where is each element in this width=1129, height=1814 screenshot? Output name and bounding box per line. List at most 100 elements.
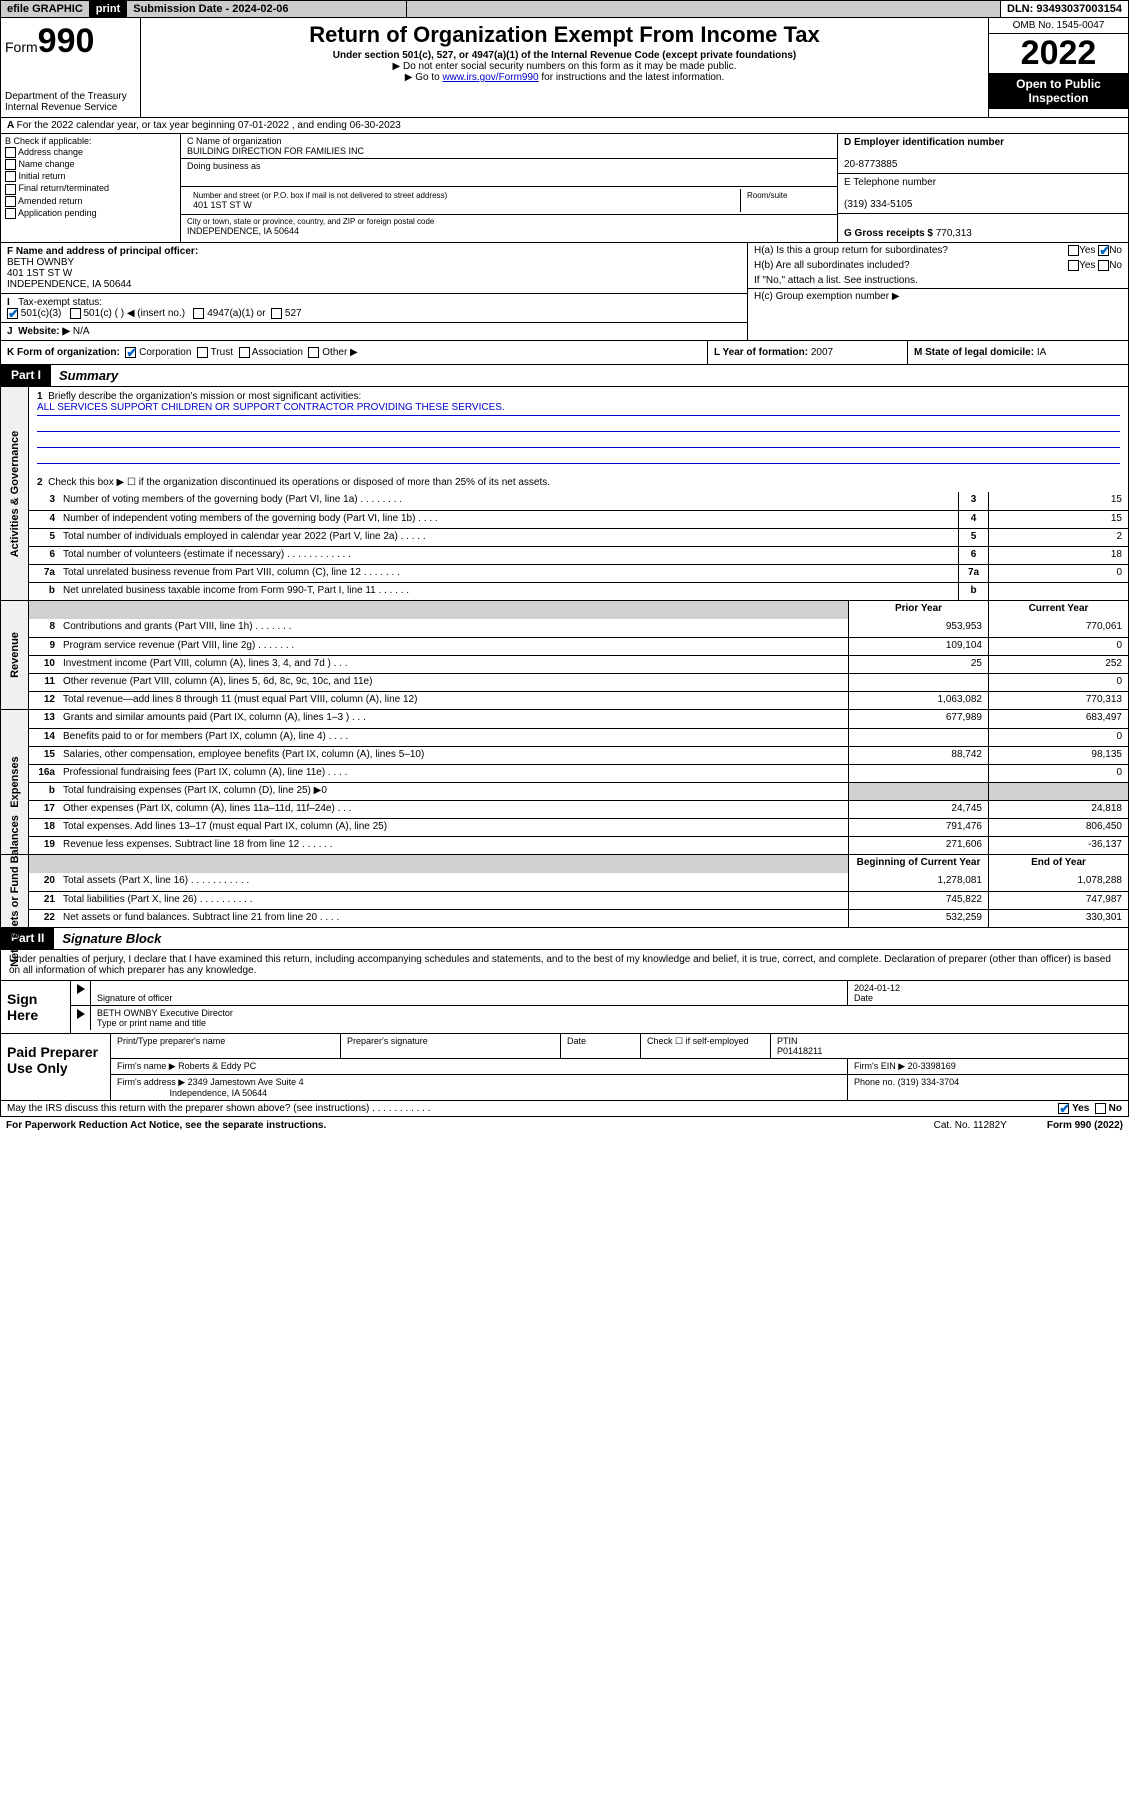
tax-year: 2022 — [989, 34, 1128, 73]
firm-phone-value: (319) 334-3704 — [898, 1077, 960, 1087]
preparer-fields: Print/Type preparer's name Preparer's si… — [111, 1034, 1128, 1100]
mission-blank1 — [37, 418, 1120, 432]
summary-line: 15Salaries, other compensation, employee… — [29, 746, 1128, 764]
summary-line: 20Total assets (Part X, line 16) . . . .… — [29, 873, 1128, 891]
rev-body: Prior Year Current Year 8Contributions a… — [29, 601, 1128, 709]
part1-expenses: Expenses 13Grants and similar amounts pa… — [0, 710, 1129, 855]
row-a-tax-year: A For the 2022 calendar year, or tax yea… — [0, 118, 1129, 134]
summary-line: 22Net assets or fund balances. Subtract … — [29, 909, 1128, 927]
rev-header-row: Prior Year Current Year — [29, 601, 1128, 619]
summary-line: bTotal fundraising expenses (Part IX, co… — [29, 782, 1128, 800]
h-b-row: H(b) Are all subordinates included? Yes … — [748, 258, 1128, 273]
h-c-row: H(c) Group exemption number ▶ — [748, 289, 1128, 304]
sig-date-value: 2024-01-12 — [854, 983, 900, 993]
form-title: Return of Organization Exempt From Incom… — [149, 22, 980, 48]
firm-addr1: 2349 Jamestown Ave Suite 4 — [188, 1077, 304, 1087]
ein-value: 20-8773885 — [844, 159, 897, 170]
paid-preparer-label: Paid Preparer Use Only — [1, 1034, 111, 1100]
gross-value: 770,313 — [936, 228, 972, 239]
org-name-label: C Name of organization — [187, 136, 831, 146]
cb-initial-return[interactable]: Initial return — [5, 171, 176, 182]
ein-label: D Employer identification number — [844, 137, 1004, 148]
footer-form: Form 990 (2022) — [1047, 1120, 1123, 1131]
col-prior-year: Prior Year — [848, 601, 988, 619]
cb-527[interactable] — [271, 308, 282, 319]
form990-link[interactable]: www.irs.gov/Form990 — [442, 72, 538, 83]
cb-hb-no[interactable] — [1098, 260, 1109, 271]
fij-left: F Name and address of principal officer:… — [1, 243, 748, 340]
footer-cat: Cat. No. 11282Y — [934, 1120, 1007, 1131]
k-year-formation: L Year of formation: 2007 — [708, 341, 908, 364]
cb-ha-yes[interactable] — [1068, 245, 1079, 256]
summary-line: 19Revenue less expenses. Subtract line 1… — [29, 836, 1128, 854]
summary-line: 12Total revenue—add lines 8 through 11 (… — [29, 691, 1128, 709]
fij-right: H(a) Is this a group return for subordin… — [748, 243, 1128, 340]
city-box: City or town, state or province, country… — [181, 215, 837, 238]
summary-line: 5Total number of individuals employed in… — [29, 528, 1128, 546]
paid-preparer-grid: Paid Preparer Use Only Print/Type prepar… — [0, 1034, 1129, 1101]
cb-discuss-no[interactable] — [1095, 1103, 1106, 1114]
k-form-org: K Form of organization: Corporation Trus… — [1, 341, 708, 364]
cb-final-return[interactable]: Final return/terminated — [5, 183, 176, 194]
cb-assoc[interactable] — [239, 347, 250, 358]
firm-phone-label: Phone no. — [854, 1077, 895, 1087]
dba-label: Doing business as — [187, 161, 831, 171]
part1-badge: Part I — [1, 365, 51, 386]
sign-fields: Signature of officer 2024-01-12Date BETH… — [71, 981, 1128, 1033]
summary-line: 3Number of voting members of the governi… — [29, 492, 1128, 510]
topbar: efile GRAPHIC print Submission Date - 20… — [0, 0, 1129, 18]
mission-block: 1 Briefly describe the organization's mi… — [29, 387, 1128, 492]
part1-netassets: Net Assets or Fund Balances Beginning of… — [0, 855, 1129, 928]
summary-line: 4Number of independent voting members of… — [29, 510, 1128, 528]
cb-amended[interactable]: Amended return — [5, 196, 176, 207]
discuss-row: May the IRS discuss this return with the… — [0, 1101, 1129, 1117]
cb-4947[interactable] — [193, 308, 204, 319]
firm-ein-label: Firm's EIN ▶ — [854, 1061, 905, 1071]
website-row: J Website: ▶ N/A — [1, 323, 747, 340]
vtab-netassets: Net Assets or Fund Balances — [1, 855, 29, 927]
room-label: Room/suite — [747, 191, 825, 200]
summary-line: 14Benefits paid to or for members (Part … — [29, 728, 1128, 746]
exp-body: 13Grants and similar amounts paid (Part … — [29, 710, 1128, 854]
arrow-icon — [77, 1009, 85, 1019]
col-b-title: B Check if applicable: — [5, 136, 176, 146]
part1-revenue: Revenue Prior Year Current Year 8Contrib… — [0, 601, 1129, 710]
org-name: BUILDING DIRECTION FOR FAMILIES INC — [187, 146, 831, 156]
mission-text: ALL SERVICES SUPPORT CHILDREN OR SUPPORT… — [37, 402, 1120, 416]
prep-name-label: Print/Type preparer's name — [111, 1034, 341, 1058]
section-k: K Form of organization: Corporation Trus… — [0, 341, 1129, 365]
cb-corp[interactable] — [125, 347, 136, 358]
cb-501c[interactable] — [70, 308, 81, 319]
cb-hb-yes[interactable] — [1068, 260, 1079, 271]
ein-box: D Employer identification number 20-8773… — [838, 134, 1128, 174]
header-left: Form990 Department of the Treasury Inter… — [1, 18, 141, 117]
sign-here-label: Sign Here — [1, 981, 71, 1033]
street-box: Number and street (or P.O. box if mail i… — [181, 187, 837, 215]
firm-name-label: Firm's name ▶ — [117, 1061, 176, 1071]
cb-discuss-yes[interactable] — [1058, 1103, 1069, 1114]
cb-501c3[interactable] — [7, 308, 18, 319]
self-employed-check[interactable]: Check ☐ if self-employed — [641, 1034, 771, 1058]
submission-date: Submission Date - 2024-02-06 — [127, 1, 407, 17]
cb-trust[interactable] — [197, 347, 208, 358]
summary-line: 9Program service revenue (Part VIII, lin… — [29, 637, 1128, 655]
part2-header: Part II Signature Block — [0, 928, 1129, 950]
phone-label: E Telephone number — [844, 177, 936, 188]
cb-ha-no[interactable] — [1098, 245, 1109, 256]
cb-name-change[interactable]: Name change — [5, 159, 176, 170]
section-bcd: B Check if applicable: Address change Na… — [0, 134, 1129, 243]
print-button[interactable]: print — [90, 1, 127, 17]
header-mid: Return of Organization Exempt From Incom… — [141, 18, 988, 117]
part1-governance: Activities & Governance 1 Briefly descri… — [0, 387, 1129, 601]
cb-app-pending[interactable]: Application pending — [5, 208, 176, 219]
dln: DLN: 93493037003154 — [1001, 1, 1128, 17]
firm-addr2: Independence, IA 50644 — [170, 1088, 268, 1098]
footer-left: For Paperwork Reduction Act Notice, see … — [6, 1120, 326, 1131]
cb-address-change[interactable]: Address change — [5, 147, 176, 158]
summary-line: 16aProfessional fundraising fees (Part I… — [29, 764, 1128, 782]
mission-blank2 — [37, 434, 1120, 448]
phone-value: (319) 334-5105 — [844, 199, 912, 210]
col-d-right: D Employer identification number 20-8773… — [838, 134, 1128, 242]
cb-other[interactable] — [308, 347, 319, 358]
section-fij: F Name and address of principal officer:… — [0, 243, 1129, 341]
